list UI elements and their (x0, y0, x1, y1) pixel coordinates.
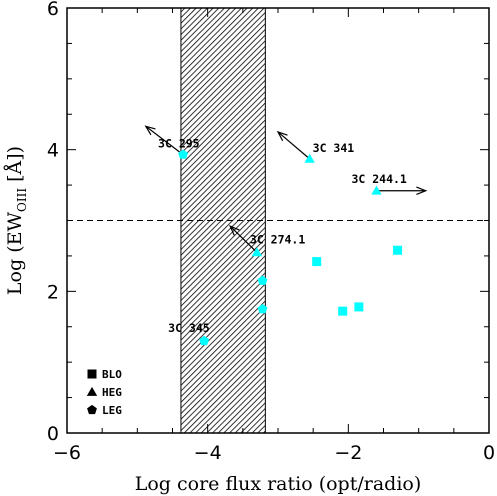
point-layer (178, 149, 403, 346)
y-tick-label: 6 (47, 0, 59, 20)
data-point-pentagon (178, 149, 188, 159)
tick-layer: −6 −4 −2 0 0 2 4 6 (47, 0, 495, 464)
source-label: 3C 274.1 (250, 232, 305, 246)
source-label: 3C 244.1 (351, 172, 406, 186)
annotation-layer: 3C 341 3C 244.1 3C 274.1 3C 295 3C 345 (158, 137, 407, 335)
arrow-head (144, 125, 156, 136)
x-tick-label: −2 (334, 442, 362, 464)
arrow-layer (144, 125, 428, 253)
data-point-square (354, 302, 364, 312)
arrow-head (276, 130, 288, 142)
y-tick-label: 0 (47, 423, 59, 445)
legend-label: BLO (102, 368, 122, 381)
legend-marker-triangle (86, 386, 98, 396)
y-tick-label: 2 (47, 281, 59, 303)
limit-arrow (229, 225, 258, 253)
data-point-square (312, 257, 322, 267)
y-axis-label-subscript: OIII (15, 188, 29, 212)
limit-arrow (145, 125, 184, 156)
legend: BLO HEG LEG (86, 368, 122, 417)
source-label: 3C 341 (313, 141, 355, 155)
y-axis-label-tail: [Å]) (4, 146, 26, 188)
data-point-pentagon (199, 335, 210, 346)
data-point-square (393, 245, 403, 255)
arrow-head (229, 225, 240, 236)
y-axis-label: Log (EWOIII [Å]) (4, 146, 29, 295)
x-tick-label: 0 (483, 442, 495, 464)
y-axis-label-main: Log (EW (4, 212, 26, 296)
data-point-triangle (371, 185, 382, 195)
x-axis-label: Log core flux ratio (opt/radio) (135, 473, 422, 495)
x-tick-label: −4 (194, 442, 222, 464)
legend-marker-square (87, 369, 97, 379)
data-point-pentagon (257, 303, 268, 314)
legend-label: HEG (102, 386, 122, 399)
data-point-square (338, 306, 348, 316)
limit-arrow (277, 131, 311, 160)
legend-label: LEG (102, 404, 122, 417)
y-tick-label: 4 (47, 140, 59, 162)
source-label: 3C 295 (158, 137, 200, 151)
data-point-triangle (251, 247, 263, 257)
data-point-triangle (304, 153, 315, 163)
x-tick-label: −6 (53, 442, 81, 464)
arrow-head (416, 186, 428, 196)
source-label: 3C 345 (168, 321, 210, 335)
data-point-pentagon (257, 275, 268, 285)
legend-marker-pentagon (87, 404, 97, 415)
